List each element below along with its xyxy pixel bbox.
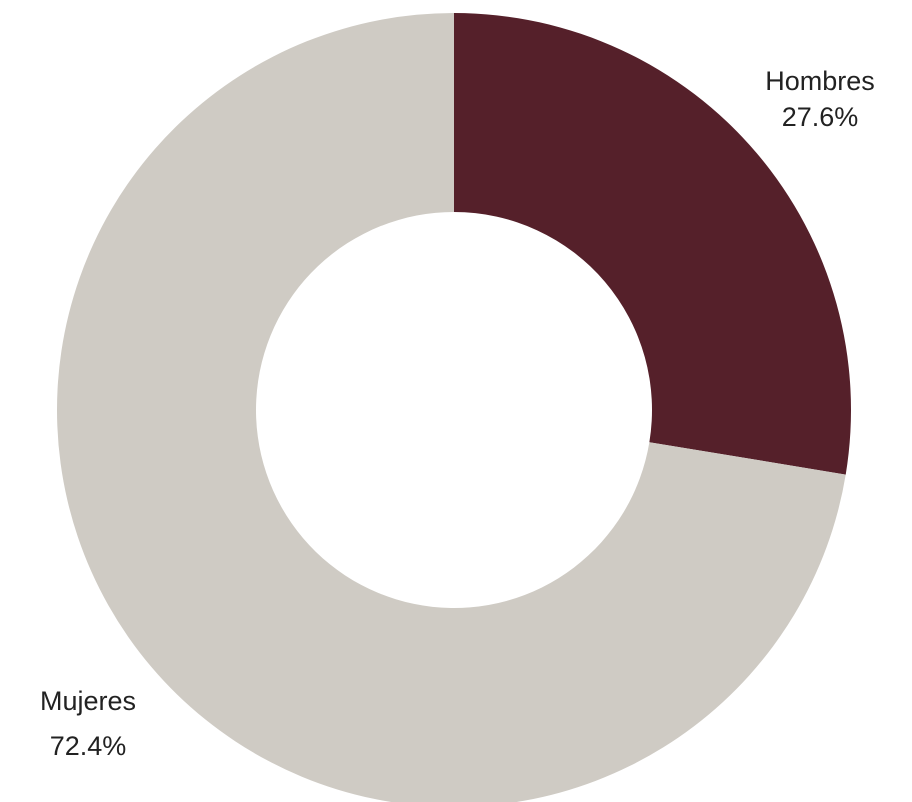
slice-label-mujeres: Mujeres [40, 686, 136, 716]
slice-mujeres [57, 13, 846, 802]
slice-value-mujeres: 72.4% [50, 731, 127, 761]
slice-hombres [454, 13, 851, 475]
donut-slices [57, 13, 851, 802]
slice-value-hombres: 27.6% [782, 102, 859, 132]
slice-label-hombres: Hombres [765, 66, 875, 96]
